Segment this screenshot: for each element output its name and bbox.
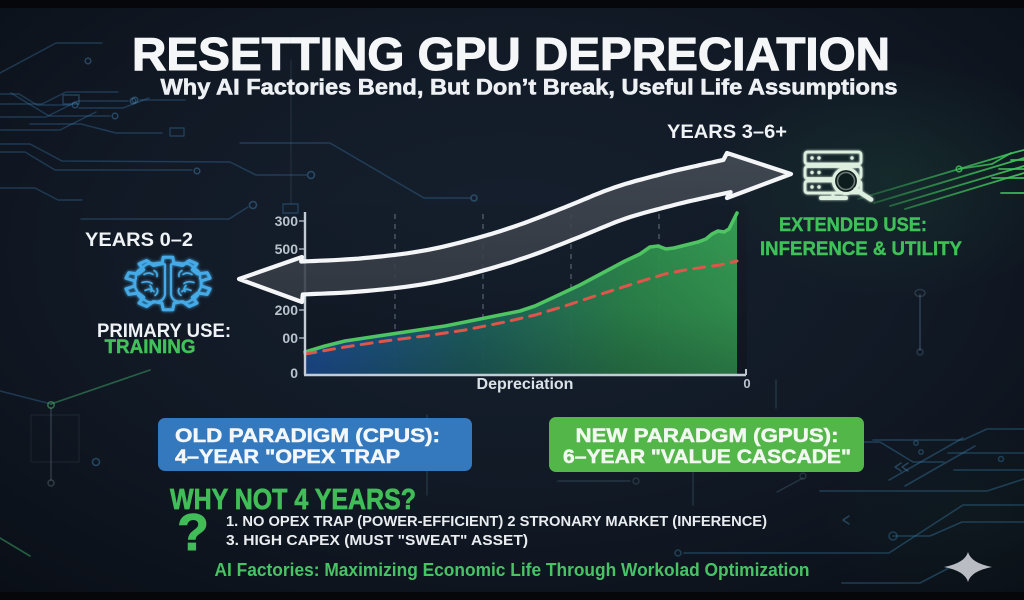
svg-text:1. NO OPEX TRAP (POWER-EFFICIE: 1. NO OPEX TRAP (POWER-EFFICIENT) 2 STRO… — [226, 513, 767, 530]
svg-text:TRAINING: TRAINING — [105, 337, 196, 358]
svg-text:300: 300 — [275, 213, 299, 229]
svg-text:PRIMARY USE:: PRIMARY USE: — [97, 321, 231, 342]
svg-text:00: 00 — [282, 330, 298, 346]
svg-text:200: 200 — [275, 302, 299, 318]
svg-text:3. HIGH CAPEX (MUST "SWEAT" AS: 3. HIGH CAPEX (MUST "SWEAT" ASSET) — [226, 532, 528, 549]
svg-text:4–YEAR "OPEX TRAP: 4–YEAR "OPEX TRAP — [175, 447, 400, 468]
svg-text:?: ? — [177, 504, 209, 562]
svg-text:AI Factories: Maximizing Econo: AI Factories: Maximizing Economic Life T… — [215, 560, 810, 580]
svg-text:OLD PARADIGM (CPUS):: OLD PARADIGM (CPUS): — [175, 426, 440, 447]
svg-text:YEARS 3–6+: YEARS 3–6+ — [667, 121, 787, 143]
svg-text:500: 500 — [275, 241, 299, 257]
svg-text:INFERENCE & UTILITY: INFERENCE & UTILITY — [760, 238, 962, 260]
svg-text:Why AI Factories Bend, But Don: Why AI Factories Bend, But Don’t Break, … — [161, 75, 898, 100]
svg-text:RESETTING GPU DEPRECIATION: RESETTING GPU DEPRECIATION — [132, 28, 890, 80]
svg-text:NEW PARADGM (GPUS):: NEW PARADGM (GPUS): — [576, 426, 839, 447]
svg-text:YEARS 0–2: YEARS 0–2 — [85, 230, 193, 251]
svg-text:0: 0 — [290, 365, 298, 381]
svg-text:EXTENDED USE:: EXTENDED USE: — [779, 214, 927, 236]
svg-text:WHY NOT 4 YEARS?: WHY NOT 4 YEARS? — [170, 484, 416, 516]
svg-text:6–YEAR "VALUE CASCADE": 6–YEAR "VALUE CASCADE" — [563, 447, 851, 468]
svg-text:0: 0 — [743, 376, 750, 391]
svg-text:Depreciation: Depreciation — [477, 376, 574, 393]
